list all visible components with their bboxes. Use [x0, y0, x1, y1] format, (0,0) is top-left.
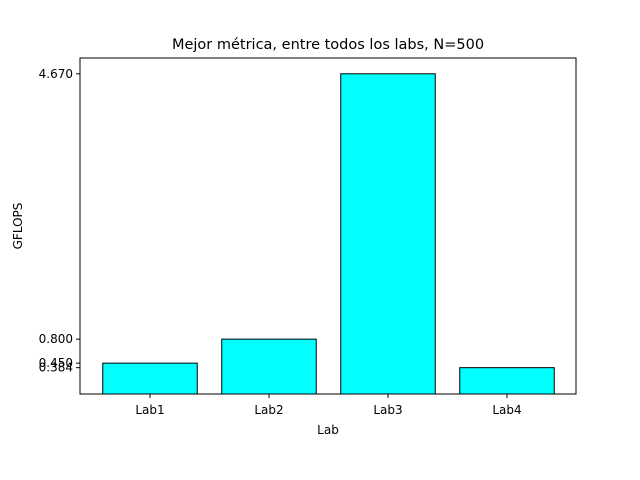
y-tick-label: 0.450 — [39, 356, 73, 370]
bar-lab3 — [340, 73, 436, 395]
y-tick-label: 4.670 — [39, 67, 73, 81]
x-tick-label: Lab4 — [492, 403, 521, 417]
plot-frame — [79, 57, 577, 395]
bar-lab4 — [459, 367, 555, 395]
bar-lab1 — [102, 362, 198, 395]
bars-layer — [102, 73, 555, 395]
y-axis-label: GFLOPS — [11, 203, 25, 250]
x-axis-label: Lab — [317, 423, 339, 437]
chart-title: Mejor métrica, entre todos los labs, N=5… — [172, 37, 484, 53]
y-tick-label: 0.384 — [39, 361, 73, 375]
x-tick-label: Lab3 — [373, 403, 402, 417]
x-tick-label: Lab1 — [135, 403, 164, 417]
x-axis: Lab1 Lab2 Lab3 Lab4 — [135, 394, 522, 417]
y-tick-label: 0.800 — [39, 332, 73, 346]
bar-lab2 — [221, 338, 317, 395]
x-tick-label: Lab2 — [254, 403, 283, 417]
